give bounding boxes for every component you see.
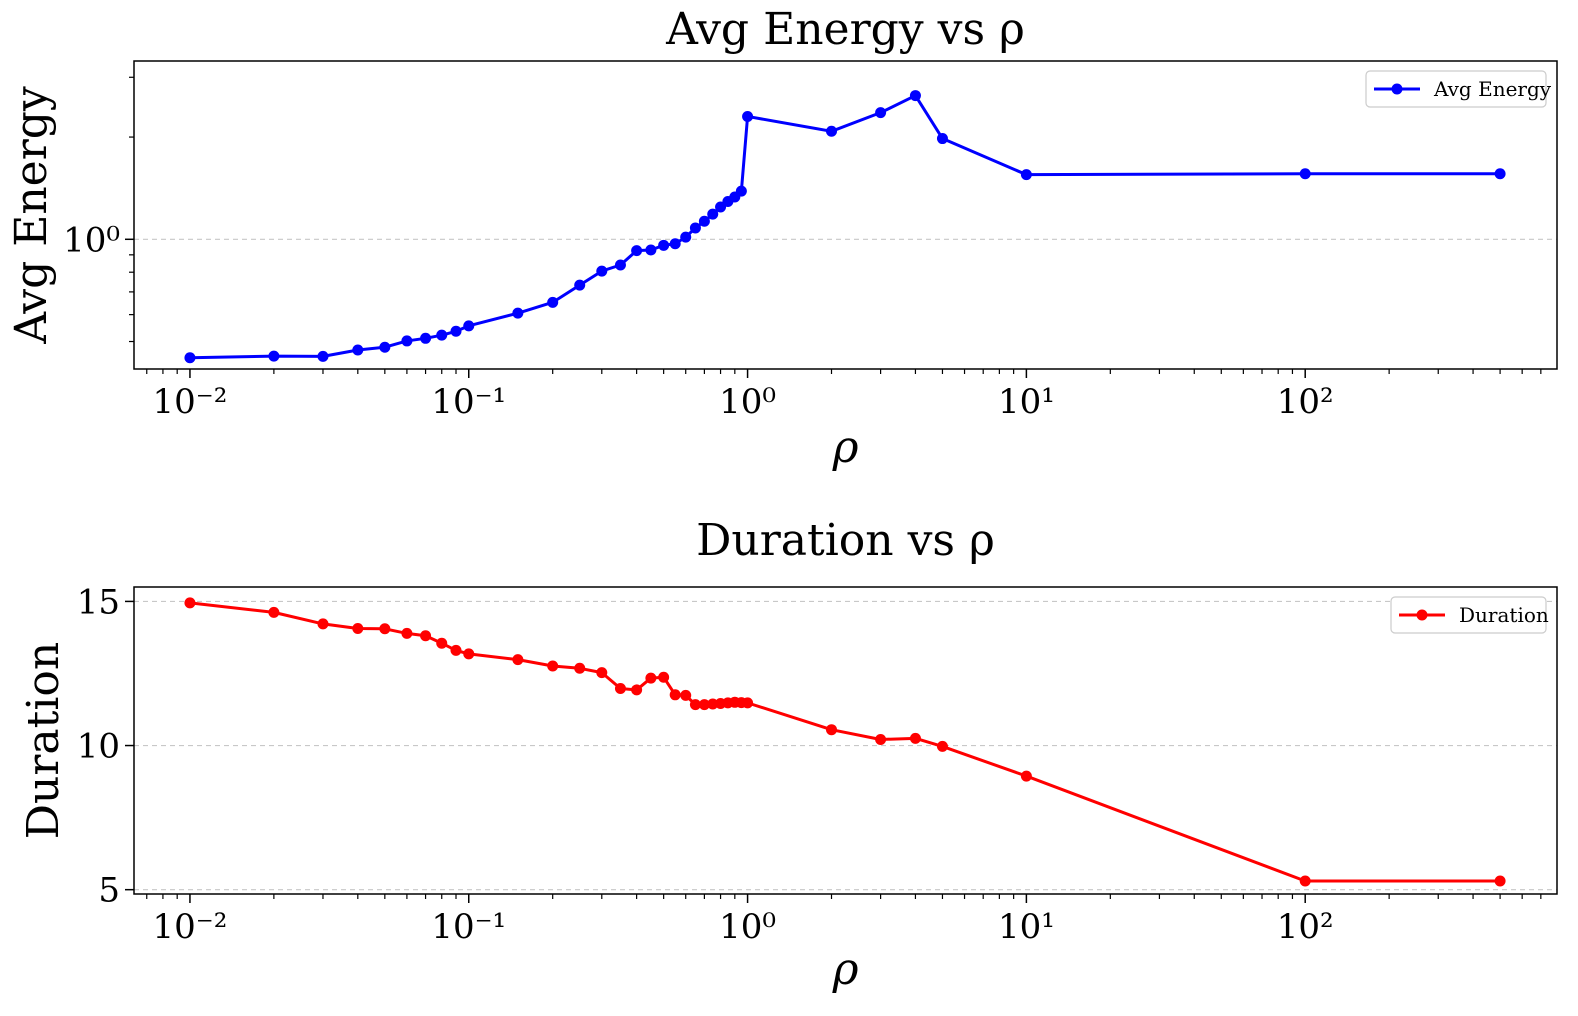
data-point <box>658 671 670 683</box>
data-point <box>875 733 887 745</box>
data-point <box>614 259 626 271</box>
chart-title: Duration vs ρ <box>696 515 995 566</box>
data-point <box>512 654 524 666</box>
legend-marker <box>1416 609 1428 621</box>
data-point <box>826 724 838 736</box>
data-point <box>669 238 681 250</box>
data-point <box>512 307 524 319</box>
data-point <box>669 689 681 701</box>
legend-box <box>1365 70 1547 108</box>
data-point <box>680 231 692 243</box>
x-tick-label: 10² <box>1277 382 1334 422</box>
chart-title: Avg Energy vs ρ <box>665 4 1025 55</box>
data-point <box>317 618 329 630</box>
x-tick-label: 10⁻¹ <box>431 382 506 422</box>
data-point <box>184 597 196 609</box>
legend-label: Avg Energy <box>1433 77 1552 101</box>
data-point <box>184 352 196 364</box>
data-point <box>547 296 559 308</box>
data-point <box>450 644 462 656</box>
data-point <box>614 682 626 694</box>
data-point <box>352 344 364 356</box>
series-line <box>189 601 1501 883</box>
data-point <box>463 320 475 332</box>
x-tick-label: 10⁰ <box>719 907 776 947</box>
data-point <box>317 350 329 362</box>
data-point <box>1299 168 1311 180</box>
data-point <box>645 672 657 684</box>
data-point <box>1299 875 1311 887</box>
data-point <box>909 90 921 102</box>
data-point <box>1494 168 1506 180</box>
data-point <box>268 350 280 362</box>
y-axis-label: Avg Energy <box>6 86 57 345</box>
x-tick-label: 10⁻¹ <box>431 907 506 947</box>
data-point <box>436 329 448 341</box>
data-point <box>463 648 475 660</box>
data-point <box>1494 875 1506 887</box>
data-point <box>574 662 586 674</box>
legend: Duration <box>1390 596 1549 634</box>
x-axis-label: ρ <box>832 944 859 995</box>
data-point <box>401 627 413 639</box>
data-point <box>826 125 838 137</box>
y-axis-label: Duration <box>18 642 69 839</box>
data-point <box>909 732 921 744</box>
y-tick-label: 10 <box>77 727 120 767</box>
data-point <box>707 208 719 220</box>
legend-marker <box>1391 83 1403 95</box>
data-point <box>1020 770 1032 782</box>
data-point <box>742 110 754 122</box>
data-point <box>420 332 432 344</box>
y-tick-label: 10⁰ <box>63 220 120 260</box>
data-point <box>735 185 747 197</box>
data-point <box>658 239 670 251</box>
legend-label: Duration <box>1459 603 1549 627</box>
series-line <box>189 94 1501 360</box>
data-point <box>742 697 754 709</box>
data-point <box>645 244 657 256</box>
data-point <box>689 699 701 711</box>
data-point <box>436 637 448 649</box>
data-point <box>379 623 391 635</box>
data-point <box>450 325 462 337</box>
data-point <box>707 698 719 710</box>
y-tick-label: 15 <box>77 582 120 622</box>
x-tick-label: 10⁻² <box>153 907 228 947</box>
data-point <box>680 689 692 701</box>
x-tick-label: 10¹ <box>998 907 1055 947</box>
legend-box <box>1390 596 1547 634</box>
data-point <box>689 222 701 234</box>
x-axis-label: ρ <box>832 422 859 473</box>
chart-1: 10⁻² 10⁻¹ 10⁰ 10¹ 10² 10⁰ Avg Energy vs ρ ρ Avg … <box>6 4 1558 473</box>
data-point <box>268 606 280 618</box>
x-tick-label: 10² <box>1277 907 1334 947</box>
data-point <box>698 215 710 227</box>
data-point <box>596 667 608 679</box>
data-point <box>936 740 948 752</box>
data-point <box>631 684 643 696</box>
data-point <box>352 623 364 635</box>
data-point <box>698 699 710 711</box>
y-tick-label: 5 <box>98 871 120 911</box>
data-point <box>574 279 586 291</box>
plot-frame <box>133 586 1558 895</box>
data-point <box>547 660 559 672</box>
data-point <box>379 341 391 353</box>
data-point <box>401 335 413 347</box>
data-point <box>875 107 887 119</box>
plot-frame <box>133 60 1558 370</box>
data-point <box>596 265 608 277</box>
data-point <box>936 133 948 145</box>
data-point <box>1020 169 1032 181</box>
x-tick-label: 10⁻² <box>153 382 228 422</box>
chart-2: 10⁻² 10⁻¹ 10⁰ 10¹ 10² 5 10 15 Duration vs ρ ρ Dura… <box>18 515 1558 995</box>
legend: Avg Energy <box>1365 70 1552 108</box>
x-tick-label: 10¹ <box>998 382 1055 422</box>
data-point <box>631 245 643 257</box>
x-tick-label: 10⁰ <box>719 382 776 422</box>
data-point <box>420 630 432 642</box>
